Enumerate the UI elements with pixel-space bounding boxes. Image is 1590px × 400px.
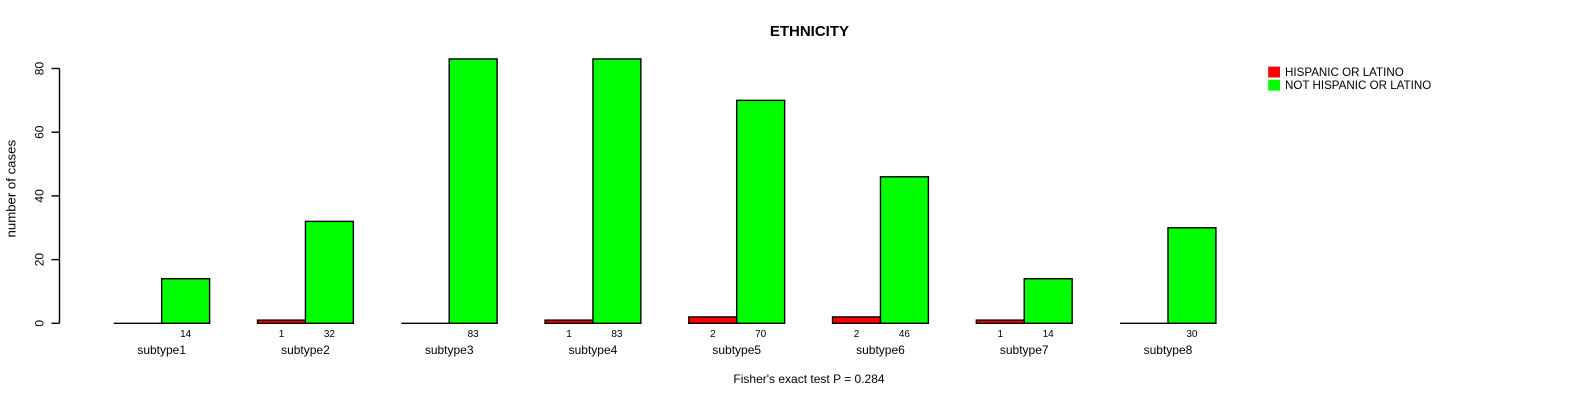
- svg-text:subtype7: subtype7: [1000, 343, 1049, 357]
- svg-text:subtype8: subtype8: [1144, 343, 1193, 357]
- svg-text:60: 60: [33, 125, 47, 139]
- svg-text:NOT HISPANIC OR LATINO: NOT HISPANIC OR LATINO: [1285, 79, 1431, 92]
- svg-text:1: 1: [279, 329, 285, 340]
- svg-text:80: 80: [33, 62, 47, 76]
- svg-text:40: 40: [33, 189, 47, 203]
- svg-text:number of cases: number of cases: [4, 140, 19, 238]
- svg-text:subtype6: subtype6: [856, 343, 905, 357]
- svg-text:subtype5: subtype5: [712, 343, 761, 357]
- svg-text:46: 46: [899, 329, 911, 340]
- svg-text:20: 20: [33, 253, 47, 267]
- svg-text:14: 14: [180, 329, 192, 340]
- svg-text:70: 70: [755, 329, 767, 340]
- svg-text:subtype2: subtype2: [281, 343, 330, 357]
- svg-text:2: 2: [854, 329, 860, 340]
- svg-text:HISPANIC OR LATINO: HISPANIC OR LATINO: [1285, 66, 1404, 79]
- svg-text:30: 30: [1186, 329, 1198, 340]
- svg-text:14: 14: [1043, 329, 1055, 340]
- svg-text:0: 0: [33, 320, 47, 327]
- svg-text:subtype4: subtype4: [569, 343, 618, 357]
- svg-text:ETHNICITY: ETHNICITY: [770, 23, 849, 40]
- svg-text:Fisher's exact test P = 0.284: Fisher's exact test P = 0.284: [733, 372, 884, 386]
- svg-text:83: 83: [611, 329, 623, 340]
- svg-text:1: 1: [566, 329, 572, 340]
- svg-text:2: 2: [710, 329, 716, 340]
- svg-text:subtype3: subtype3: [425, 343, 474, 357]
- svg-text:32: 32: [324, 329, 336, 340]
- svg-text:83: 83: [468, 329, 480, 340]
- svg-text:subtype1: subtype1: [137, 343, 186, 357]
- svg-text:1: 1: [997, 329, 1003, 340]
